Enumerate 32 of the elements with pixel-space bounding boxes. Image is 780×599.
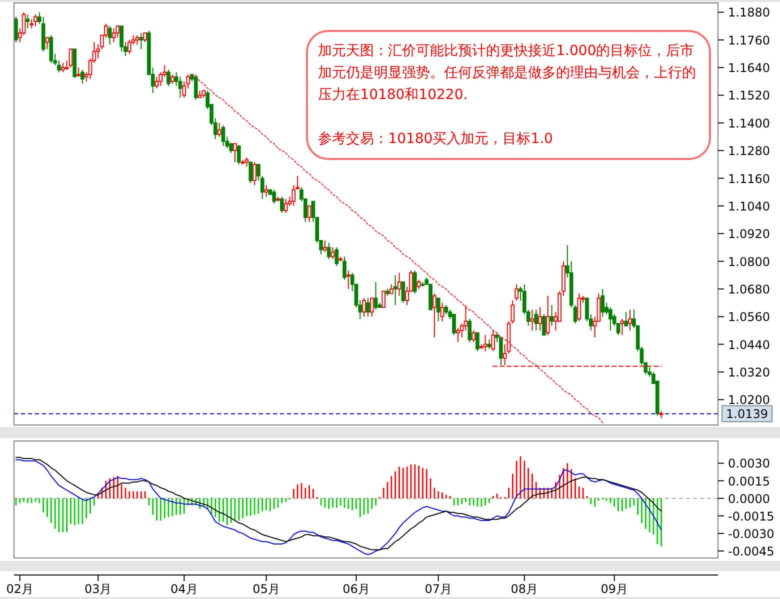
y-tick-label: 0.0000: [728, 492, 770, 506]
x-tick-label: 06月: [342, 582, 370, 596]
annotation: 参考交易：10180买入加元，目标1.0: [318, 130, 554, 149]
x-tick-label: 09月: [600, 582, 628, 596]
y-tick-label: 0.0015: [728, 474, 770, 488]
annotation: 加元天图：汇价可能比预计的更快接近1.000的目标位，后市加元仍是明显强势。任何反弹都是做多的理由与机会，上行的压力在10180和10220.: [318, 42, 698, 105]
y-tick-label: -0.0030: [728, 526, 774, 541]
y-tick-label: 1.0560: [728, 310, 770, 324]
x-tick-label: 04月: [170, 582, 198, 596]
y-tick-label: 1.0800: [728, 254, 770, 269]
ref-line-label: 1.0139: [726, 407, 768, 422]
y-tick-label: -0.0015: [728, 509, 774, 524]
y-tick-label: 1.1760: [728, 33, 770, 48]
y-tick-label: 1.1640: [728, 61, 770, 76]
y-tick-label: 1.0200: [728, 393, 770, 408]
x-tick-label: 07月: [424, 582, 452, 596]
x-tick-label: 02月: [6, 582, 34, 596]
x-tick-label: 03月: [84, 582, 112, 596]
y-tick-label: 1.0320: [728, 365, 770, 380]
y-tick-label: 1.1520: [728, 88, 770, 103]
x-tick-label: 08月: [510, 582, 538, 596]
y-tick-label: 1.1880: [728, 6, 770, 20]
x-tick-label: 05月: [252, 582, 280, 596]
y-tick-label: 1.0680: [728, 282, 770, 296]
y-tick-label: 1.1040: [728, 199, 770, 214]
y-tick-label: 1.0920: [728, 227, 770, 242]
y-tick-label: 1.0440: [728, 338, 770, 352]
y-tick-label: 1.1400: [728, 116, 770, 130]
y-tick-label: 1.1160: [728, 172, 770, 186]
y-tick-label: 0.0030: [728, 456, 770, 471]
y-tick-label: -0.0045: [728, 544, 774, 558]
y-tick-label: 1.1280: [728, 144, 770, 158]
